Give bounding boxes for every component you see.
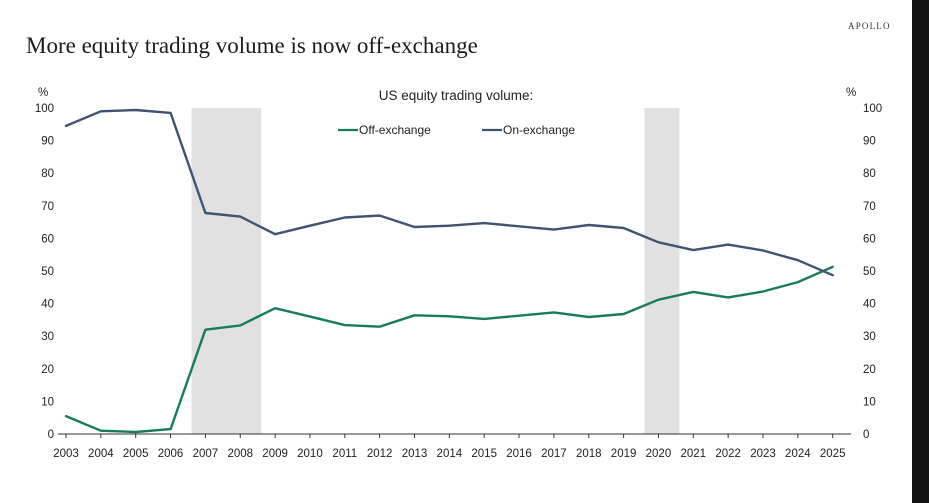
page-title: More equity trading volume is now off-ex… [26,33,478,58]
y-tick-label-left: 100 [35,103,54,115]
y-tick-label-left: 10 [41,396,54,408]
x-tick-label: 2021 [681,448,707,460]
x-tick-label: 2017 [541,448,567,460]
series-line-on-exchange [64,108,834,277]
y-axis-unit-left: % [38,87,48,99]
y-tick-label-left: 20 [41,364,54,376]
y-tick-label-left: 50 [41,266,54,278]
x-tick-label: 2009 [262,448,288,460]
legend-label-off-exchange: Off-exchange [359,123,431,137]
y-tick-label-right: 80 [863,168,876,180]
x-tick-label: 2019 [611,448,637,460]
x-axis: 2003 2004 2005 2006 2007 2008 2009 2010 2011 2012… [53,434,845,460]
x-tick-label: 2024 [785,448,811,460]
y-axis-left: 0 10 20 30 40 50 60 70 80 90 100 [35,103,54,441]
y-tick-label-right: 0 [863,429,869,441]
y-tick-label-right: 70 [863,201,876,213]
y-tick-label-left: 30 [41,331,54,343]
x-tick-label: 2005 [123,448,149,460]
legend-label-on-exchange: On-exchange [503,123,575,137]
y-tick-label-right: 90 [863,136,876,148]
x-tick-label: 2023 [750,448,776,460]
shaded-period-1 [191,108,262,434]
y-axis-right: 0 10 20 30 40 50 60 70 80 90 100 [863,103,882,441]
y-tick-label-right: 20 [863,364,876,376]
x-tick-label: 2016 [506,448,532,460]
x-tick-label: 2006 [158,448,184,460]
y-tick-label-left: 60 [41,233,54,245]
x-tick-label: 2018 [576,448,602,460]
y-tick-label-left: 70 [41,201,54,213]
x-tick-label: 2015 [471,448,497,460]
y-tick-label-right: 30 [863,331,876,343]
right-edge-bar [912,0,929,503]
x-tick-label: 2025 [820,448,846,460]
legend: Off-exchange On-exchange [338,123,575,137]
x-tick-label: 2012 [367,448,393,460]
y-axis-unit-right: % [846,87,856,99]
brand-logo: APOLLO [848,21,891,31]
shaded-period-2 [644,108,680,434]
recession-shading [191,108,680,434]
x-tick-label: 2020 [646,448,672,460]
y-tick-label-left: 90 [41,136,54,148]
x-tick-label: 2007 [193,448,219,460]
y-tick-label-left: 80 [41,168,54,180]
y-tick-label-right: 100 [863,103,882,115]
x-tick-label: 2022 [715,448,741,460]
y-tick-label-right: 50 [863,266,876,278]
x-tick-label: 2004 [88,448,114,460]
y-tick-label-left: 0 [48,429,54,441]
y-tick-label-right: 60 [863,233,876,245]
chart-subtitle: US equity trading volume: [379,88,534,103]
y-tick-label-left: 40 [41,299,54,311]
x-tick-label: 2013 [402,448,428,460]
x-tick-label: 2008 [227,448,253,460]
x-tick-label: 2011 [332,448,357,460]
series-lines [64,108,834,434]
x-tick-label: 2003 [53,448,79,460]
y-tick-label-right: 10 [863,396,876,408]
x-tick-label: 2010 [297,448,323,460]
x-tick-label: 2014 [437,448,463,460]
series-line-off-exchange [64,265,834,434]
y-tick-label-right: 40 [863,299,876,311]
